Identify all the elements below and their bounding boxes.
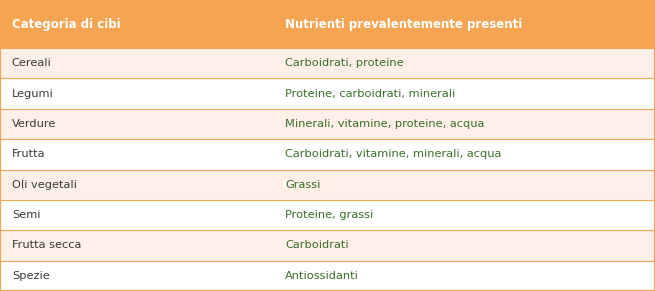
Bar [0, 169, 655, 200]
Text: Grassi: Grassi [285, 180, 320, 190]
Bar [0, 0, 655, 48]
Text: Minerali, vitamine, proteine, acqua: Minerali, vitamine, proteine, acqua [285, 119, 484, 129]
Text: Nutrienti prevalentemente presenti: Nutrienti prevalentemente presenti [285, 17, 522, 31]
Text: Categoria di cibi: Categoria di cibi [12, 17, 121, 31]
Bar [0, 48, 655, 78]
Bar [0, 139, 655, 169]
Bar [0, 230, 655, 261]
Text: Proteine, carboidrati, minerali: Proteine, carboidrati, minerali [285, 88, 455, 99]
Bar [0, 78, 655, 109]
Text: Cereali: Cereali [12, 58, 52, 68]
Text: Legumi: Legumi [12, 88, 54, 99]
Text: Frutta secca: Frutta secca [12, 240, 81, 251]
Text: Antiossidanti: Antiossidanti [285, 271, 359, 281]
Bar [0, 261, 655, 291]
Text: Oli vegetali: Oli vegetali [12, 180, 77, 190]
Text: Verdure: Verdure [12, 119, 56, 129]
Text: Proteine, grassi: Proteine, grassi [285, 210, 373, 220]
Text: Spezie: Spezie [12, 271, 50, 281]
Text: Carboidrati: Carboidrati [285, 240, 348, 251]
Text: Carboidrati, proteine: Carboidrati, proteine [285, 58, 403, 68]
Bar [0, 200, 655, 230]
Bar [0, 109, 655, 139]
Text: Semi: Semi [12, 210, 41, 220]
Text: Carboidrati, vitamine, minerali, acqua: Carboidrati, vitamine, minerali, acqua [285, 149, 501, 159]
Text: Frutta: Frutta [12, 149, 45, 159]
